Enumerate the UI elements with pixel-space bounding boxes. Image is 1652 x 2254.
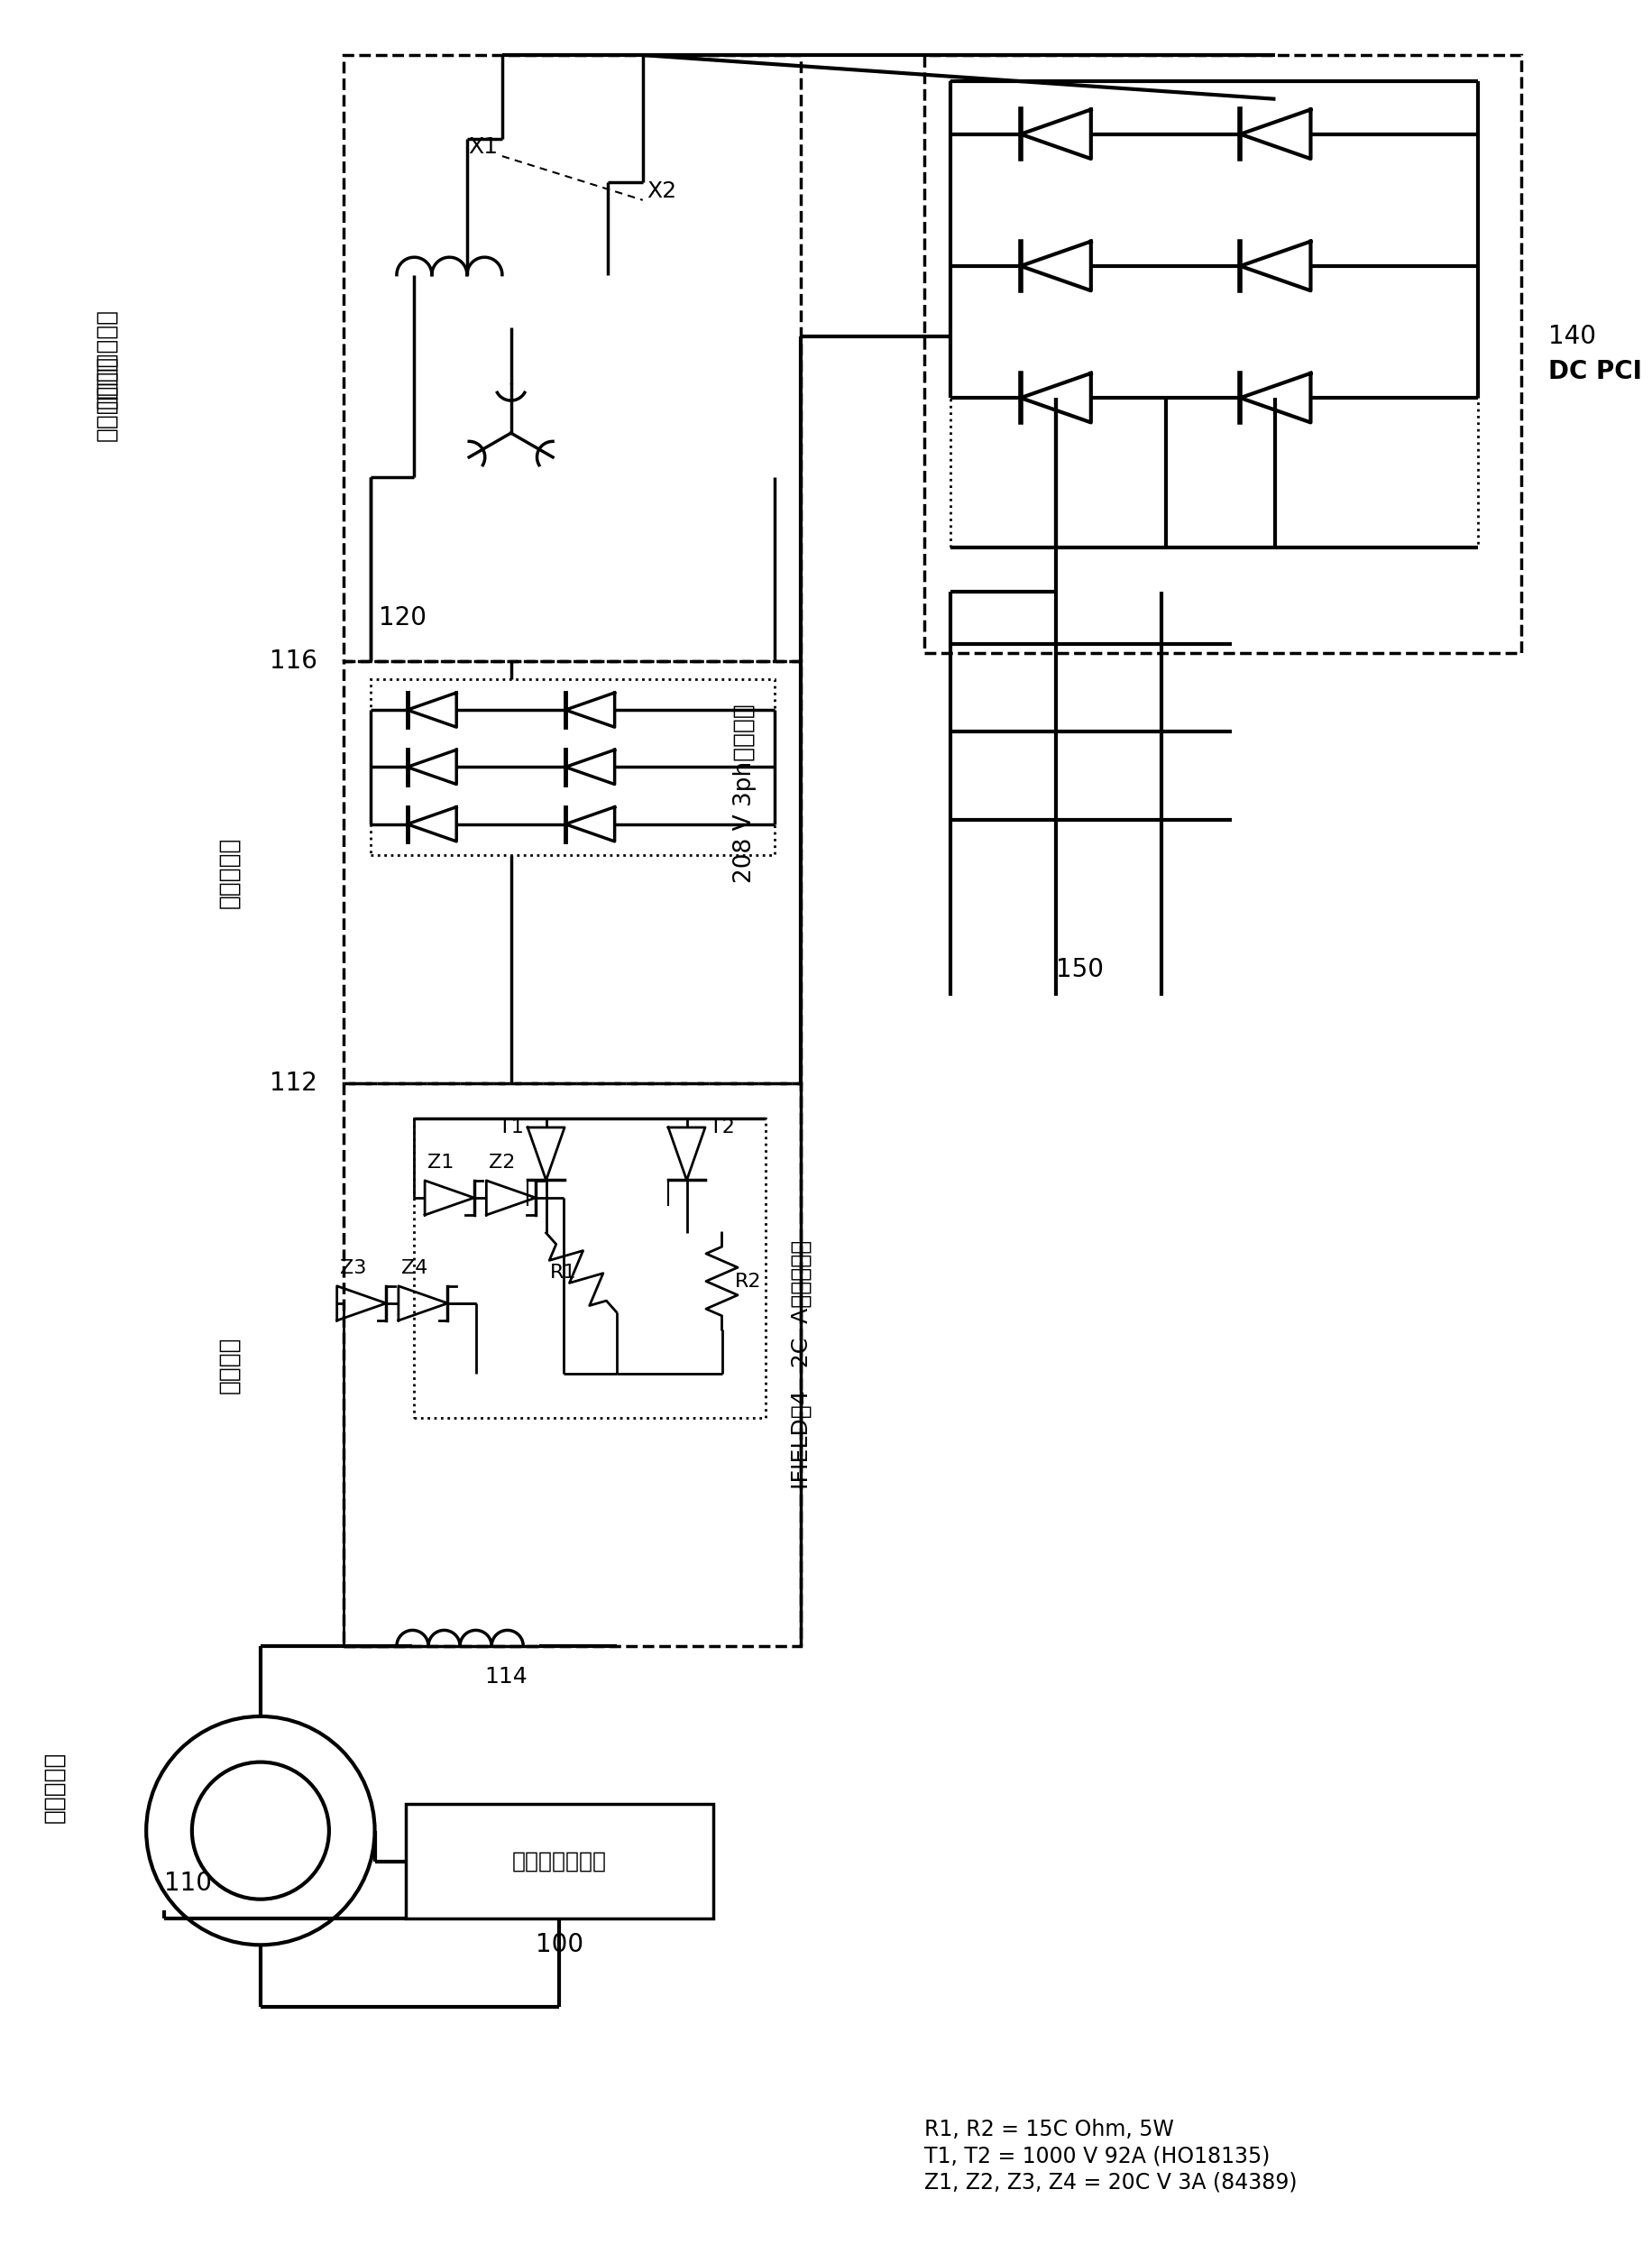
Text: 114: 114: [484, 1666, 527, 1688]
Text: 116: 116: [269, 649, 317, 674]
Bar: [950, 81, 1477, 548]
Text: 120: 120: [378, 604, 426, 631]
Text: Z2: Z2: [489, 1154, 515, 1172]
Text: 三相线维式转子: 三相线维式转子: [94, 309, 119, 408]
Text: Z1: Z1: [428, 1154, 454, 1172]
Text: X1: X1: [468, 137, 497, 158]
Text: R2: R2: [735, 1271, 762, 1289]
Text: DC PCI: DC PCI: [1548, 358, 1642, 383]
Bar: [415, 1118, 767, 1418]
Text: 208 V 3ph辅助功率: 208 V 3ph辅助功率: [733, 703, 757, 884]
Text: 协调可变频驱动: 协调可变频驱动: [512, 1851, 606, 1873]
Text: 140: 140: [1548, 325, 1596, 349]
Text: T1, T2 = 1000 V 92A (HO18135): T1, T2 = 1000 V 92A (HO18135): [923, 2146, 1270, 2166]
Text: IFIELD（4—2C  A模拟输出）: IFIELD（4—2C A模拟输出）: [790, 1240, 811, 1490]
Text: Z4: Z4: [401, 1260, 428, 1278]
Text: 旋转整流器: 旋转整流器: [218, 836, 241, 908]
Bar: [405, 1803, 714, 1918]
Text: 110: 110: [164, 1871, 211, 1896]
Text: R1: R1: [550, 1264, 577, 1283]
Text: 112: 112: [269, 1071, 317, 1095]
Bar: [344, 663, 801, 1084]
Text: X2: X2: [648, 180, 677, 203]
Text: Z3: Z3: [340, 1260, 367, 1278]
Text: T1: T1: [499, 1118, 524, 1136]
Bar: [923, 54, 1521, 654]
Bar: [344, 54, 801, 663]
Text: 100: 100: [535, 1932, 583, 1956]
Bar: [370, 678, 775, 854]
Text: 150: 150: [1056, 956, 1104, 983]
Text: 同步电动机: 同步电动机: [43, 1751, 66, 1823]
Text: 磁动应磁器机: 磁动应磁器机: [94, 354, 119, 442]
Text: T2: T2: [709, 1118, 735, 1136]
Text: 保护电路: 保护电路: [218, 1337, 241, 1393]
Text: R1, R2 = 15C Ohm, 5W: R1, R2 = 15C Ohm, 5W: [923, 2119, 1173, 2141]
Text: Z1, Z2, Z3, Z4 = 20C V 3A (84389): Z1, Z2, Z3, Z4 = 20C V 3A (84389): [923, 2171, 1297, 2193]
Bar: [344, 1084, 801, 1645]
